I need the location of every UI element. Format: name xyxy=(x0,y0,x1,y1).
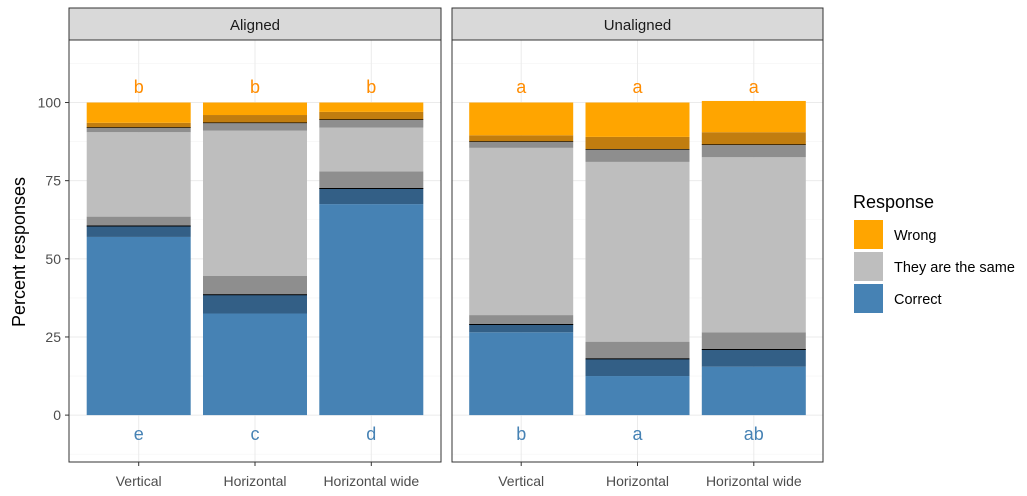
bar-segment-wrong-light xyxy=(469,102,574,136)
bar-segment-wrong-light xyxy=(585,102,690,137)
legend-label: Wrong xyxy=(894,228,936,244)
bottom-significance-letter: c xyxy=(251,424,260,444)
bar-segment-they-are-the-same-dark xyxy=(86,127,191,133)
bar-segment-correct-light xyxy=(203,313,307,416)
bar-segment-wrong-dark xyxy=(469,135,574,142)
legend-key xyxy=(854,252,883,281)
y-tick-label: 0 xyxy=(53,407,61,423)
bar-segment-they-are-the-same-dark xyxy=(585,341,690,359)
bar-segment-correct-light xyxy=(86,236,191,416)
bar-segment-they-are-the-same-dark xyxy=(203,122,307,131)
y-tick-label: 50 xyxy=(45,251,61,267)
legend-key xyxy=(854,284,883,313)
legend-entry-wrong: Wrong xyxy=(854,220,936,249)
top-significance-letter: a xyxy=(632,77,643,97)
y-axis: 0 25 50 75 100 xyxy=(38,95,69,423)
bar-segment-they-are-the-same-dark xyxy=(585,149,690,162)
bar-segment-correct-dark xyxy=(86,225,191,237)
bar-segment-they-are-the-same-dark xyxy=(86,216,191,226)
bar-segment-correct-light xyxy=(469,332,574,416)
bar-segment-they-are-the-same-dark xyxy=(319,119,424,128)
bottom-significance-letter: ab xyxy=(744,424,764,444)
bar-segment-they-are-the-same-light xyxy=(701,157,806,333)
legend-entry-they-are-the-same: They are the same xyxy=(854,252,1015,281)
top-significance-letter: b xyxy=(250,77,260,97)
top-significance-letter: b xyxy=(134,77,144,97)
bar-segment-they-are-the-same-light xyxy=(469,147,574,316)
bar-segment-they-are-the-same-dark xyxy=(203,276,307,295)
panel-border xyxy=(451,39,824,463)
bar-segment-they-are-the-same-light xyxy=(319,127,424,172)
bar-horizontal-wide: bd xyxy=(319,77,424,444)
bottom-significance-letter: e xyxy=(134,424,144,444)
legend-label: They are the same xyxy=(894,260,1015,276)
bar-segment-wrong-light xyxy=(203,102,307,116)
y-tick-label: 75 xyxy=(45,173,61,189)
bar-horizontal-wide: a ab xyxy=(701,77,806,444)
facet-strip-label: Aligned xyxy=(230,17,280,34)
bar-horizontal: aa xyxy=(585,77,690,444)
bar-segment-they-are-the-same-light xyxy=(585,161,690,342)
bottom-significance-letter: a xyxy=(632,424,643,444)
legend-entry-correct: Correct xyxy=(854,284,942,313)
top-significance-letter: b xyxy=(366,77,376,97)
bar-segment-wrong-dark xyxy=(319,111,424,120)
facet-strip xyxy=(68,7,442,41)
x-tick-label: Horizontal xyxy=(223,473,286,489)
bar-segment-correct-dark xyxy=(203,294,307,314)
x-tick-label: Horizontal wide xyxy=(323,473,419,489)
bar-segment-they-are-the-same-dark xyxy=(319,171,424,189)
bar-segment-wrong-dark xyxy=(585,136,690,150)
bar-segment-wrong-dark xyxy=(701,132,806,145)
y-axis-title: Percent responses xyxy=(9,177,29,327)
panel-border xyxy=(68,39,442,463)
bar-segment-correct-light xyxy=(701,366,806,416)
bar-segment-they-are-the-same-dark xyxy=(469,315,574,325)
bar-segment-wrong-light xyxy=(86,102,191,123)
bar-segment-they-are-the-same-dark xyxy=(701,144,806,158)
top-significance-letter: a xyxy=(516,77,527,97)
facet-strip-label: Unaligned xyxy=(604,17,672,34)
bar-segment-correct-dark xyxy=(585,358,690,377)
legend-label: Correct xyxy=(894,292,942,308)
y-tick-label: 100 xyxy=(38,95,62,111)
bar-segment-correct-dark xyxy=(319,188,424,205)
bar-segment-wrong-dark xyxy=(86,122,191,128)
x-tick-label: Horizontal xyxy=(606,473,669,489)
bar-vertical: be xyxy=(86,77,191,444)
bar-segment-they-are-the-same-light xyxy=(203,130,307,277)
legend: Response Wrong They are the same Correct xyxy=(853,192,1015,313)
bar-segment-wrong-light xyxy=(319,102,424,112)
legend-title: Response xyxy=(853,192,934,212)
bottom-significance-letter: d xyxy=(366,424,376,444)
bar-segment-they-are-the-same-dark xyxy=(469,141,574,148)
bottom-significance-letter: b xyxy=(516,424,526,444)
bar-segment-correct-dark xyxy=(469,324,574,333)
bar-segment-correct-light xyxy=(585,376,690,416)
bar-horizontal: bc xyxy=(203,77,307,444)
bar-segment-they-are-the-same-light xyxy=(86,132,191,217)
x-tick-label: Vertical xyxy=(116,473,162,489)
facet-strip xyxy=(451,7,824,41)
bar-segment-they-are-the-same-dark xyxy=(701,332,806,350)
top-significance-letter: a xyxy=(749,77,760,97)
x-tick-label: Vertical xyxy=(498,473,544,489)
y-tick-label: 25 xyxy=(45,329,61,345)
bar-segment-correct-dark xyxy=(701,349,806,367)
bar-segment-wrong-light xyxy=(701,100,806,133)
legend-key xyxy=(854,220,883,249)
x-tick-label: Horizontal wide xyxy=(706,473,802,489)
bar-vertical: ab xyxy=(469,77,574,444)
bar-segment-correct-light xyxy=(319,204,424,416)
bar-segment-wrong-dark xyxy=(203,115,307,123)
